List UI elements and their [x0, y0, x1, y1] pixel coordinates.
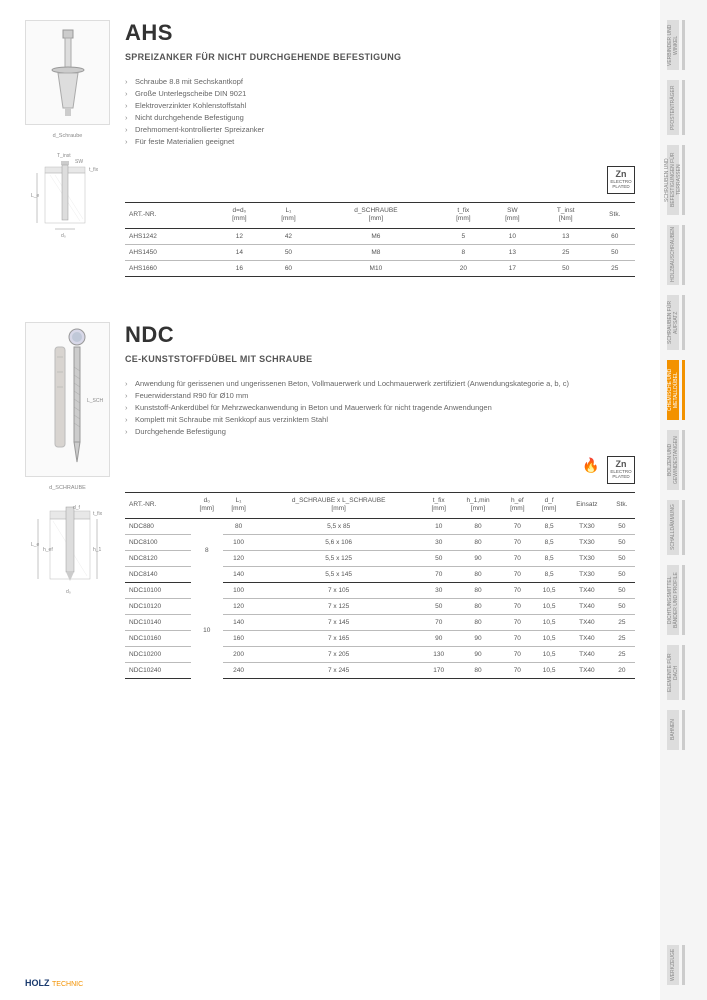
fire-icon: 🔥: [581, 456, 601, 476]
ahs-image-label: d_Schraube: [25, 133, 110, 139]
ahs-right: AHS SPREIZANKER FÜR NICHT DURCHGEHENDE B…: [125, 20, 635, 277]
sidebar-tab[interactable]: BOLZEN UND GEWINDESTANGEN: [667, 430, 679, 490]
ndc-image-label: d_SCHRAUBE: [25, 485, 110, 491]
sidebar-tab[interactable]: DICHTUNGSMITTEL BÄNDER UND PROFILE: [667, 565, 679, 635]
ahs-table: ART.-NR.d=d₀[mm]L₁[mm]d_SCHRAUBE[mm]t_fi…: [125, 202, 635, 277]
col-header: d_SCHRAUBE x L_SCHRAUBE[mm]: [255, 492, 423, 518]
col-header: d_SCHRAUBE[mm]: [313, 203, 439, 229]
col-header: L₁[mm]: [264, 203, 313, 229]
sidebar-tab[interactable]: VERBINDER UND WINKEL: [667, 20, 679, 70]
section-ahs: d_Schraube T_inst SW t_fix L_e: [25, 20, 635, 277]
bullet-item: Kunststoff-Ankerdübel für Mehrzweckanwen…: [125, 402, 635, 414]
bullet-item: Elektroverzinkter Kohlenstoffstahl: [125, 100, 635, 112]
ahs-left: d_Schraube T_inst SW t_fix L_e: [25, 20, 110, 277]
svg-text:L_e: L_e: [31, 193, 40, 199]
col-header: SW[mm]: [488, 203, 537, 229]
col-header: T_inst[Nm]: [537, 203, 595, 229]
col-header: Stk.: [609, 492, 635, 518]
ndc-bullets: Anwendung für gerissenen und ungerissene…: [125, 378, 635, 438]
svg-text:t_fix: t_fix: [93, 511, 103, 517]
col-header: Einsatz: [565, 492, 609, 518]
svg-text:d₀: d₀: [61, 233, 66, 239]
col-header: t_fix[mm]: [423, 492, 455, 518]
ndc-subtitle: CE-KUNSTSTOFFDÜBEL MIT SCHRAUBE: [125, 354, 635, 364]
svg-text:d_f: d_f: [73, 505, 81, 511]
ndc-table: ART.-NR.d₀[mm]L₁[mm]d_SCHRAUBE x L_SCHRA…: [125, 492, 635, 679]
sidebar-tab[interactable]: HOLZBAUSCHRAUBEN: [667, 225, 679, 285]
ndc-product-image: L_SCHRAUBE: [25, 322, 110, 477]
table-row: AHS14501450M88132550: [125, 244, 635, 260]
zn-badge: Zn ELECTRO PLATED: [607, 166, 635, 194]
svg-text:L_e: L_e: [31, 542, 40, 548]
col-header: t_fix[mm]: [439, 203, 488, 229]
col-header: d₀[mm]: [191, 492, 223, 518]
table-row: NDC8808805,5 x 851080708,5TX3050: [125, 518, 635, 534]
ahs-badges: Zn ELECTRO PLATED: [125, 166, 635, 194]
col-header: d=d₀[mm]: [215, 203, 264, 229]
ahs-bullets: Schraube 8.8 mit SechskantkopfGroße Unte…: [125, 76, 635, 148]
col-header: L₁[mm]: [223, 492, 255, 518]
svg-text:d₀: d₀: [66, 589, 71, 595]
page: d_Schraube T_inst SW t_fix L_e: [0, 0, 660, 1000]
bullet-item: Große Unterlegscheibe DIN 9021: [125, 88, 635, 100]
bullet-item: Schraube 8.8 mit Sechskantkopf: [125, 76, 635, 88]
bullet-item: Feuerwiderstand R90 für Ø10 mm: [125, 390, 635, 402]
zn-badge: Zn ELECTRO PLATED: [607, 456, 635, 484]
footer-brand: HOLZ TECHNIC: [25, 978, 83, 988]
ahs-subtitle: SPREIZANKER FÜR NICHT DURCHGEHENDE BEFES…: [125, 52, 635, 62]
ndc-title: NDC: [125, 322, 635, 348]
ahs-product-image: [25, 20, 110, 125]
svg-text:T_inst: T_inst: [57, 153, 71, 159]
ndc-left: L_SCHRAUBE d_SCHRAUBE d_f t_fix L_e: [25, 322, 110, 679]
sidebar-tab[interactable]: WERKZEUGE: [667, 945, 679, 985]
ndc-badges: 🔥 Zn ELECTRO PLATED: [125, 456, 635, 484]
bullet-item: Anwendung für gerissenen und ungerissene…: [125, 378, 635, 390]
bullet-item: Durchgehende Befestigung: [125, 426, 635, 438]
bullet-item: Nicht durchgehende Befestigung: [125, 112, 635, 124]
svg-text:h_ef: h_ef: [43, 547, 53, 553]
svg-text:L_SCHRAUBE: L_SCHRAUBE: [87, 398, 103, 404]
col-header: d_f[mm]: [533, 492, 565, 518]
sidebar-tab[interactable]: BAHNEN: [667, 710, 679, 750]
col-header: h_1,min[mm]: [455, 492, 502, 518]
table-row: NDC10100101007 x 10530807010,5TX4050: [125, 582, 635, 598]
sidebar-tab[interactable]: CHEMISCHE UND METALLDÜBEL: [667, 360, 679, 420]
col-header: ART.-NR.: [125, 203, 215, 229]
section-ndc: L_SCHRAUBE d_SCHRAUBE d_f t_fix L_e: [25, 322, 635, 679]
bullet-item: Komplett mit Schraube mit Senkkopf aus v…: [125, 414, 635, 426]
col-header: ART.-NR.: [125, 492, 191, 518]
col-header: Stk.: [595, 203, 635, 229]
table-row: AHS16601660M1020175025: [125, 260, 635, 276]
sidebar-tab[interactable]: PFOSTENTRÄGER: [667, 80, 679, 135]
svg-text:h_1: h_1: [93, 547, 102, 553]
col-header: h_ef[mm]: [501, 492, 533, 518]
svg-text:t_fix: t_fix: [89, 167, 99, 173]
sidebar-tab[interactable]: ELEMENTE FÜR DACH: [667, 645, 679, 700]
bullet-item: Drehmoment-kontrollierter Spreizanker: [125, 124, 635, 136]
sidebar-tab[interactable]: SCHRAUBEN UND BEFESTIGUNGEN FÜR TERRASSE…: [667, 145, 679, 215]
sidebar-tabs: VERBINDER UND WINKEL PFOSTENTRÄGER SCHRAUB…: [660, 0, 707, 1000]
svg-text:SW: SW: [75, 159, 83, 165]
ndc-diagram: d_f t_fix L_e h_ef h_1 d₀: [25, 501, 110, 591]
ndc-right: NDC CE-KUNSTSTOFFDÜBEL MIT SCHRAUBE Anwe…: [125, 322, 635, 679]
ahs-title: AHS: [125, 20, 635, 46]
ahs-diagram: T_inst SW t_fix L_e d₀: [25, 149, 110, 239]
table-row: AHS12421242M65101360: [125, 228, 635, 244]
sidebar-tab[interactable]: SCHRAUBEN FÜR AUFSATZ: [667, 295, 679, 350]
sidebar-tab[interactable]: SCHALLDÄMMUNG: [667, 500, 679, 555]
bullet-item: Für feste Materialien geeignet: [125, 136, 635, 148]
